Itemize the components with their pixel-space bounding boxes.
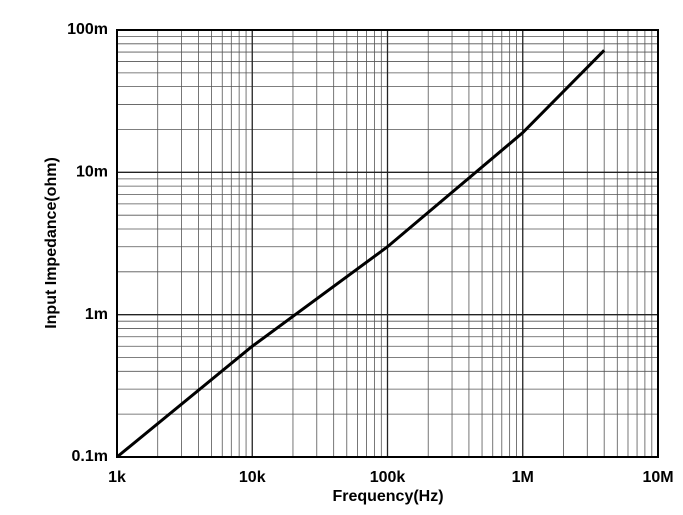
- y-tick-label: 100m: [67, 21, 108, 38]
- data-line: [116, 49, 606, 459]
- plot-border: [116, 29, 659, 458]
- x-axis-label: Frequency(Hz): [332, 488, 443, 505]
- x-tick-label: 1M: [512, 469, 534, 486]
- y-tick-label: 10m: [76, 164, 108, 181]
- x-tick-label: 100k: [370, 469, 406, 486]
- y-tick-label: 0.1m: [72, 448, 108, 465]
- x-tick-label: 10k: [239, 469, 266, 486]
- x-tick-label: 1k: [108, 469, 126, 486]
- x-tick-label: 10M: [642, 469, 673, 486]
- y-axis-label: Input Impedance(ohm): [43, 157, 60, 329]
- y-tick-label: 1m: [85, 306, 108, 323]
